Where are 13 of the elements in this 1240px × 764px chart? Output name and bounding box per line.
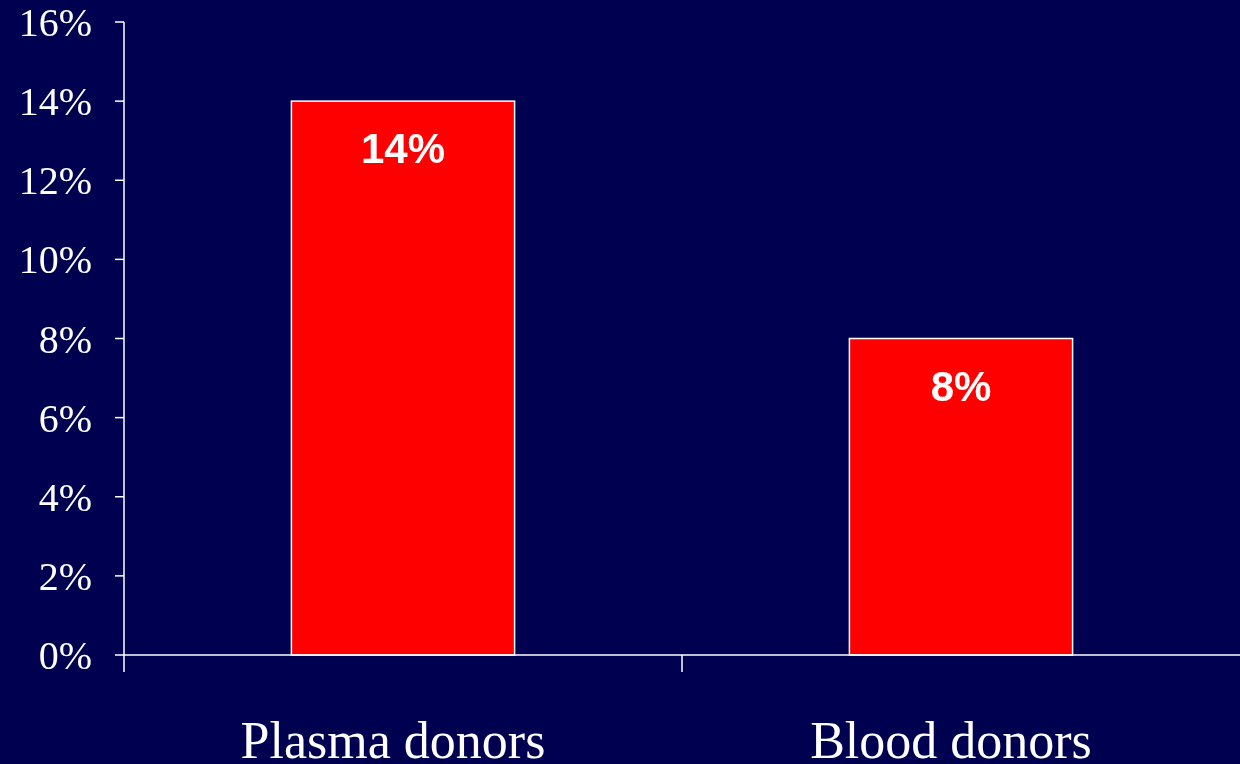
x-tick-label: Blood donors [810, 712, 1092, 764]
data-label: 8% [930, 362, 992, 410]
y-tick-label: 12% [18, 158, 92, 204]
y-tick-label: 0% [38, 633, 92, 678]
y-tick-label: 4% [38, 474, 92, 520]
y-tick-label: 8% [38, 316, 92, 362]
data-label: 14% [360, 125, 446, 173]
y-tick-label: 2% [38, 553, 92, 599]
y-tick-label: 14% [18, 79, 92, 125]
y-tick-label: 6% [38, 395, 92, 441]
x-tick-label: Plasma donors [240, 712, 546, 764]
y-tick-label: 10% [18, 237, 92, 283]
y-tick-label: 16% [18, 0, 92, 45]
